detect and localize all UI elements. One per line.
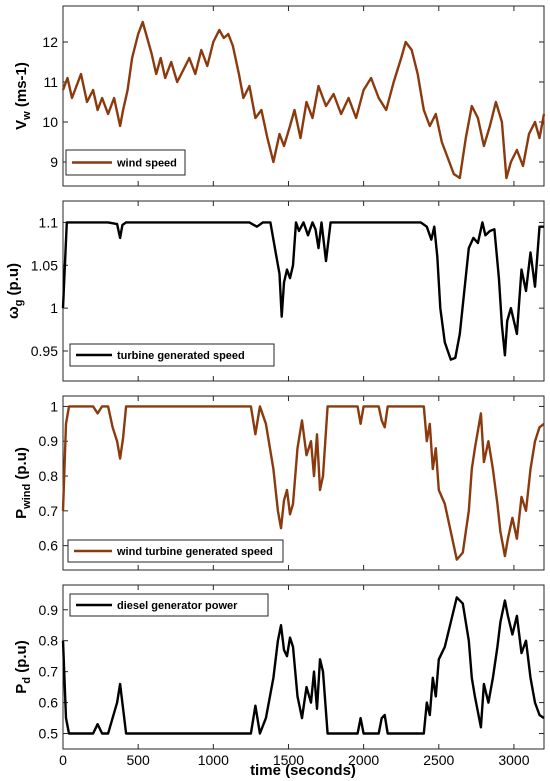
y-tick-label: 0.6 — [39, 538, 59, 554]
series-line — [61, 20, 546, 180]
x-tick-label: 2500 — [423, 752, 454, 768]
diesel-power-panel: 0.5 0.6 0.7 0.8 0.9 0 500 1000 1500 2000 2500 3000… — [13, 584, 545, 779]
series-line — [61, 596, 545, 735]
legend-box — [69, 343, 275, 367]
legend-label: turbine generated speed — [117, 350, 245, 362]
turbine-speed-panel: 0.95 1 1.05 1.1 ωg (p.u) turbine generated … — [5, 200, 545, 382]
y-axis-ticks: 0.6 0.7 0.8 0.9 1 — [39, 398, 544, 554]
y-tick-label: 0.6 — [39, 695, 59, 711]
y-tick-label: 0.8 — [39, 633, 59, 649]
y-tick-label: 11 — [43, 74, 58, 90]
legend: wind speed — [65, 149, 186, 176]
y-axis-label: Pd (p.u) — [13, 640, 33, 693]
legend-box — [67, 539, 284, 563]
y-tick-label: 9 — [50, 154, 58, 170]
y-tick-label: 0.9 — [39, 433, 59, 449]
series-layer — [61, 20, 546, 180]
y-axis-ticks: 0.5 0.6 0.7 0.8 0.9 — [39, 602, 544, 742]
series-line — [61, 405, 545, 561]
y-tick-label: 1.05 — [31, 257, 58, 273]
y-tick-label: 0.7 — [39, 664, 59, 680]
y-tick-label: 0.95 — [31, 343, 58, 359]
series-layer — [61, 596, 545, 735]
legend-label: wind turbine generated speed — [116, 546, 273, 558]
legend-label: wind speed — [116, 158, 177, 170]
y-tick-label: 1.1 — [39, 214, 59, 230]
y-axis-ticks: 0.95 1 1.05 1.1 — [31, 214, 544, 359]
y-tick-label: 0.7 — [39, 503, 59, 519]
wind-speed-panel: 9 10 11 12 Vw (ms-1) wind speed — [13, 5, 546, 187]
x-tick-label: 1000 — [198, 752, 229, 768]
y-tick-label: 0.9 — [39, 602, 59, 618]
y-tick-label: 12 — [42, 34, 58, 50]
x-tick-label: 3000 — [498, 752, 529, 768]
legend-label: diesel generator power — [117, 600, 238, 612]
x-axis-ticks: 0 500 1000 1500 2000 2500 3000 — [59, 585, 530, 768]
series-layer — [61, 221, 544, 361]
wind-power-panel: 0.6 0.7 0.8 0.9 1 Pwind (p.u) wind turbine g… — [13, 395, 545, 571]
series-layer — [61, 405, 545, 561]
legend: wind turbine generated speed — [67, 539, 284, 563]
x-axis-ticks — [62, 201, 515, 381]
y-axis-label: ωg (p.u) — [5, 263, 25, 319]
x-tick-label: 500 — [126, 752, 150, 768]
x-axis-label: time (seconds) — [250, 762, 356, 779]
x-axis-ticks — [62, 6, 515, 186]
y-tick-label: 1 — [50, 300, 58, 316]
y-axis-ticks: 9 10 11 12 — [42, 34, 544, 170]
y-tick-label: 0.8 — [39, 468, 59, 484]
x-tick-label: 2000 — [348, 752, 379, 768]
legend-box — [69, 593, 269, 617]
series-line — [61, 221, 544, 361]
y-axis-label: Vw (ms-1) — [13, 62, 33, 130]
legend: turbine generated speed — [69, 343, 275, 367]
y-tick-label: 10 — [42, 114, 58, 130]
y-tick-label: 1 — [50, 398, 58, 414]
y-tick-label: 0.5 — [39, 726, 59, 742]
y-axis-label: Pwind (p.u) — [13, 447, 33, 519]
x-axis-ticks — [62, 396, 515, 570]
legend: diesel generator power — [69, 593, 269, 617]
x-tick-label: 0 — [59, 752, 67, 768]
x-tick-label: 1500 — [273, 752, 304, 768]
